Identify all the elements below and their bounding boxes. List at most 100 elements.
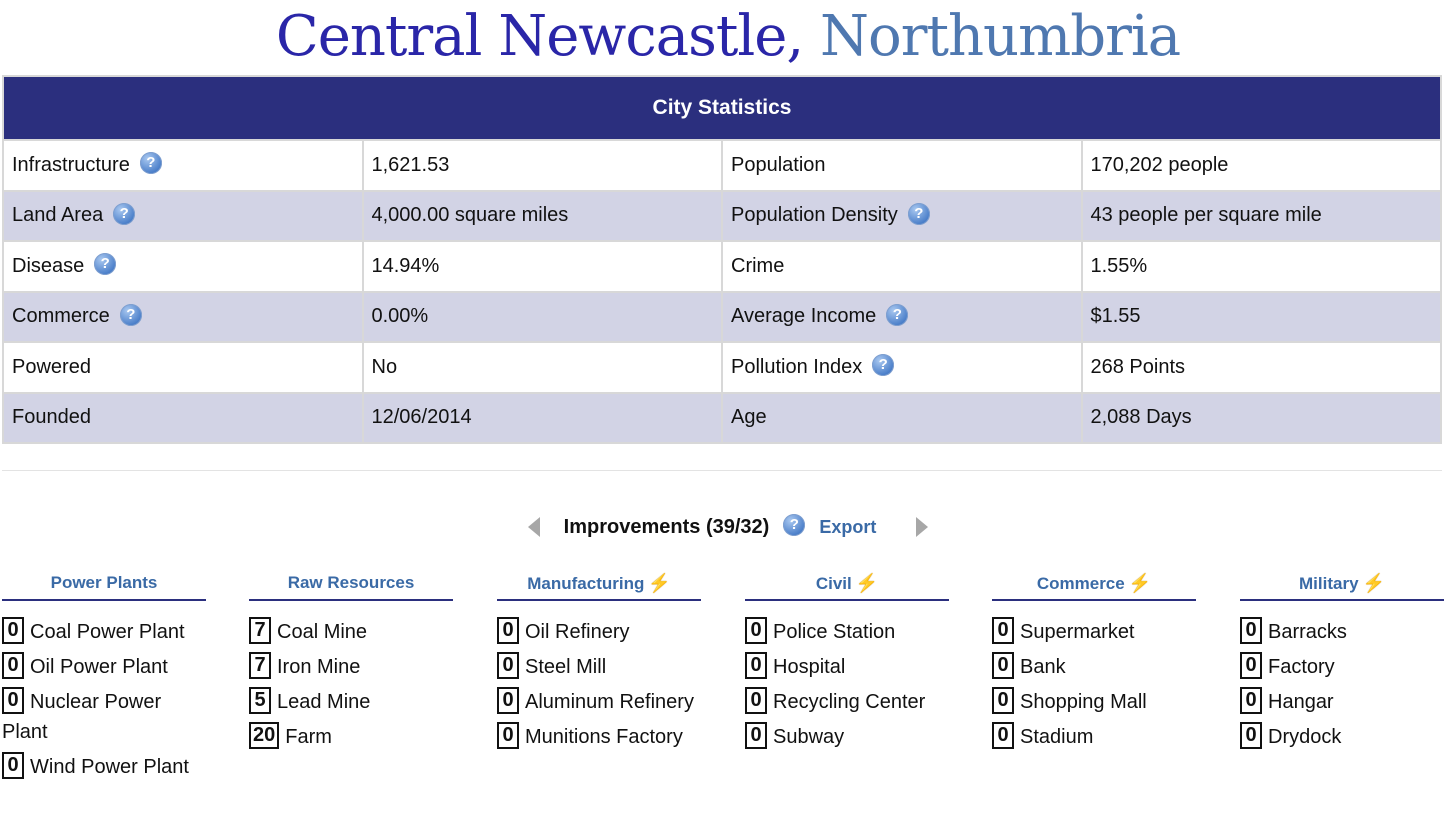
item-name: Barracks	[1268, 621, 1347, 643]
count-box: 0	[992, 722, 1014, 749]
list-item: 0 Drydock	[1240, 722, 1444, 752]
column-heading: Manufacturing ⚡	[497, 570, 701, 601]
improvement-column-commerce: Commerce ⚡ 0 Supermarket 0 Bank 0 Shopping M…	[992, 570, 1196, 757]
arrow-right-icon[interactable]	[916, 517, 929, 537]
help-icon[interactable]: ?	[113, 202, 136, 225]
list-item: 0 Wind Power Plant	[2, 752, 206, 782]
item-name: Oil Refinery	[525, 621, 630, 643]
item-name: Drydock	[1268, 726, 1342, 748]
item-name: Farm	[285, 726, 332, 748]
column-heading: Military ⚡	[1240, 570, 1444, 601]
list-item: 20 Farm	[249, 722, 453, 752]
arrow-left-icon[interactable]	[527, 517, 540, 537]
count-box: 0	[2, 687, 24, 714]
improvement-column-power-plants: Power Plants 0 Coal Power Plant 0 Oil Powe…	[2, 570, 206, 787]
list-item: 0 Steel Mill	[497, 652, 701, 682]
count-box: 0	[745, 617, 767, 644]
count-box: 0	[745, 722, 767, 749]
count-box: 0	[497, 722, 519, 749]
table-row: Disease? 14.94% Crime 1.55%	[2, 240, 1442, 293]
stat-value: 14.94%	[361, 240, 723, 293]
list-item: 0 Aluminum Refinery	[497, 687, 701, 717]
list-item: 0 Shopping Mall	[992, 687, 1196, 717]
list-item: 0 Subway	[745, 722, 949, 752]
item-name: Oil Power Plant	[30, 656, 168, 678]
count-box: 0	[2, 652, 24, 679]
stat-value: 170,202 people	[1080, 139, 1442, 192]
table-row: Land Area? 4,000.00 square miles Populat…	[2, 189, 1442, 242]
column-heading: Raw Resources	[249, 570, 453, 601]
count-box: 0	[2, 752, 24, 779]
help-icon[interactable]: ?	[907, 202, 930, 225]
stat-value: $1.55	[1080, 290, 1442, 343]
item-name: Stadium	[1020, 726, 1094, 748]
count-box: 7	[249, 617, 271, 644]
item-name: Shopping Mall	[1020, 691, 1147, 713]
list-item: 0 Oil Power Plant	[2, 652, 206, 682]
list-item: 0 Coal Power Plant	[2, 617, 206, 647]
stat-label: Founded	[2, 391, 364, 444]
count-box: 0	[745, 652, 767, 679]
item-name: Hospital	[773, 656, 846, 678]
count-box: 0	[992, 617, 1014, 644]
list-item: 0 Hospital	[745, 652, 949, 682]
list-item: 0 Supermarket	[992, 617, 1196, 647]
city-statistics-header: City Statistics	[2, 75, 1442, 141]
list-item: 7 Iron Mine	[249, 652, 453, 682]
help-icon[interactable]: ?	[783, 514, 806, 536]
count-box: 0	[1240, 722, 1262, 749]
list-item: 0 Barracks	[1240, 617, 1444, 647]
item-name: Coal Power Plant	[30, 621, 185, 643]
improvements-header: Improvements (39/32) ? Export	[0, 510, 1456, 544]
help-icon[interactable]: ?	[94, 253, 117, 276]
stat-value: 1,621.53	[361, 139, 723, 192]
count-box: 7	[249, 652, 271, 679]
lightning-bolt-icon: ⚡	[648, 573, 671, 593]
list-item: 0 Police Station	[745, 617, 949, 647]
count-box: 0	[497, 687, 519, 714]
count-box: 20	[249, 722, 280, 749]
help-icon[interactable]: ?	[872, 354, 895, 377]
list-item: 0 Hangar	[1240, 687, 1444, 717]
stat-label: Commerce?	[2, 290, 364, 343]
export-link[interactable]: Export	[819, 516, 877, 537]
region-link[interactable]: Northumbria	[820, 4, 1181, 69]
item-name: Subway	[773, 726, 845, 748]
item-name: Munitions Factory	[525, 726, 683, 748]
list-item: 0 Nuclear Power Plant	[2, 687, 206, 747]
list-item: 7 Coal Mine	[249, 617, 453, 647]
item-name: Wind Power Plant	[30, 756, 189, 778]
stat-value: 43 people per square mile	[1080, 189, 1442, 242]
count-box: 0	[745, 687, 767, 714]
stat-label: Age	[721, 391, 1083, 444]
item-name: Bank	[1020, 656, 1066, 678]
item-name: Steel Mill	[525, 656, 607, 678]
column-heading: Civil ⚡	[745, 570, 949, 601]
city-statistics-table: City Statistics Infrastructure? 1,621.53…	[2, 75, 1442, 444]
improvement-column-military: Military ⚡ 0 Barracks 0 Factory 0 Hangar 0 Dr…	[1240, 570, 1444, 757]
stat-value: 1.55%	[1080, 240, 1442, 293]
help-icon[interactable]: ?	[119, 303, 142, 326]
list-item: 0 Bank	[992, 652, 1196, 682]
item-name: Coal Mine	[277, 621, 368, 643]
count-box: 5	[249, 687, 271, 714]
help-icon[interactable]: ?	[139, 152, 162, 175]
stat-value: 4,000.00 square miles	[361, 189, 723, 242]
item-name: Recycling Center	[773, 691, 926, 713]
stat-label: Crime	[721, 240, 1083, 293]
city-name: Central Newcastle,	[275, 4, 804, 69]
improvement-column-manufacturing: Manufacturing ⚡ 0 Oil Refinery 0 Steel Mill…	[497, 570, 701, 757]
stat-label: Land Area?	[2, 189, 364, 242]
stat-label: Population Density?	[721, 189, 1083, 242]
help-icon[interactable]: ?	[886, 303, 909, 326]
count-box: 0	[1240, 617, 1262, 644]
stat-label: Pollution Index?	[721, 341, 1083, 394]
lightning-bolt-icon: ⚡	[1128, 573, 1152, 593]
table-row: Commerce? 0.00% Average Income? $1.55	[2, 290, 1442, 343]
stat-value: 268 Points	[1080, 341, 1442, 394]
item-name: Police Station	[773, 621, 896, 643]
stat-label: Disease?	[2, 240, 364, 293]
page-title: Central Newcastle, Northumbria	[0, 2, 1456, 72]
table-row: Infrastructure? 1,621.53 Population 170,…	[2, 139, 1442, 192]
stat-label: Infrastructure?	[2, 139, 364, 192]
